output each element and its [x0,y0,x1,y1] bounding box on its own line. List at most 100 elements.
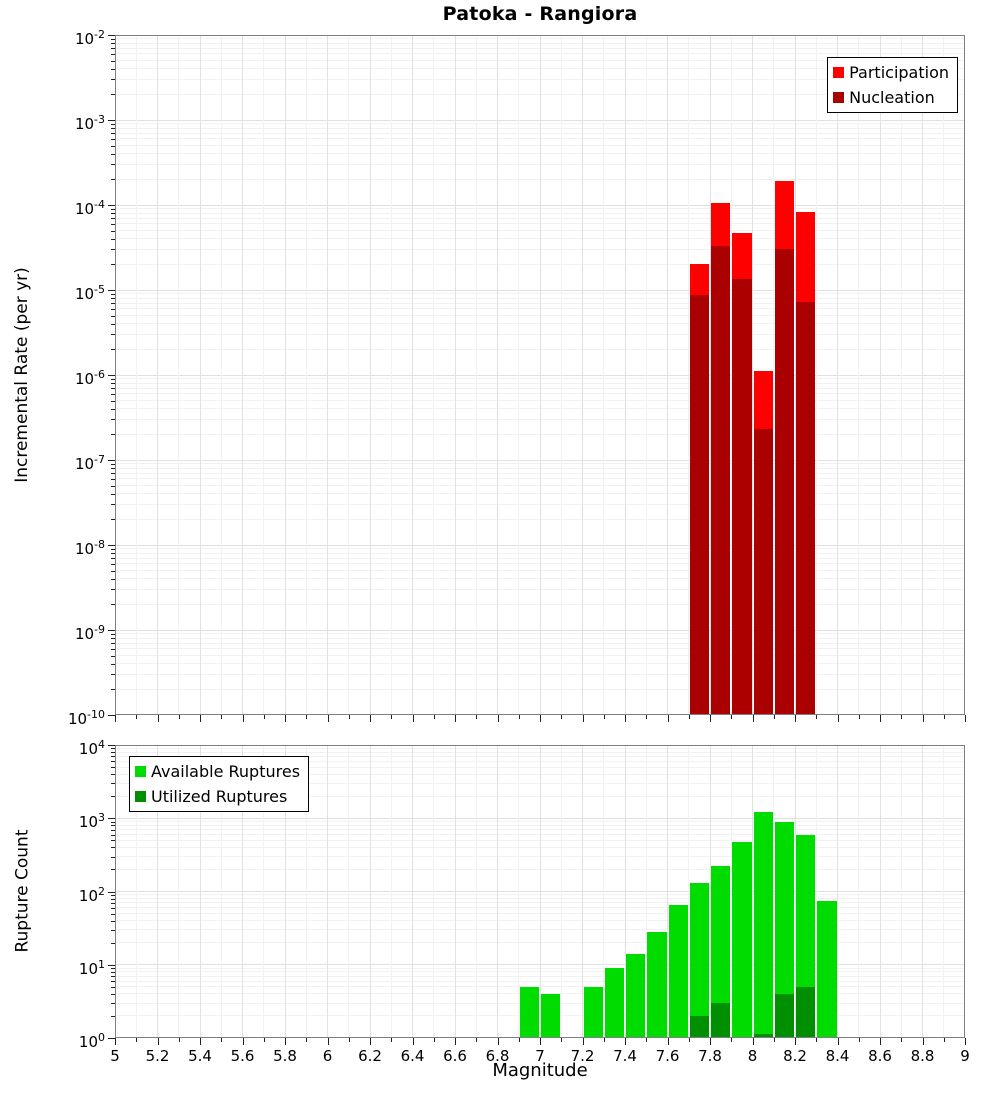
y-tick-label: 10-2 [74,28,105,48]
x-tick-major [752,1038,754,1045]
x-tick-minor [221,1038,223,1042]
y-tick-minor [111,976,115,978]
gridline-minor [858,35,860,715]
gridline-minor [348,745,350,1038]
y-tick-label: 102 [78,884,105,905]
legend-item: Available Ruptures [135,759,300,784]
x-tick-minor [221,715,223,719]
gridline-major [369,35,371,715]
y-tick-minor [111,756,115,758]
y-tick-minor [111,869,115,871]
x-tick-minor [178,1038,180,1042]
y-tick-label: 10-9 [74,623,105,643]
x-tick-major [115,1038,116,1045]
gridline-major [794,35,796,715]
x-tick-major [710,1038,711,1045]
gridline-major [922,745,923,1038]
gridline-minor [773,745,775,1038]
y-tick-minor [111,463,115,465]
gridline-major [199,35,201,715]
y-tick-label: 10-8 [74,538,105,558]
gridline-minor [178,745,180,1038]
y-tick-label: 103 [78,811,105,832]
x-tick-major [327,715,329,722]
x-tick-major [922,715,924,722]
bar-available-ruptures [711,866,731,1038]
x-tick-minor [476,715,478,719]
bar-utilized-ruptures [774,993,794,1038]
gridline-minor [943,35,945,715]
gridline-minor [135,35,137,715]
x-tick-label: 5.2 [145,1047,170,1065]
x-tick-minor [391,1038,393,1042]
y-tick-minor [111,986,115,988]
y-tick-label: 10-7 [74,453,105,473]
x-tick-minor [263,1038,265,1042]
x-tick-major [795,1038,796,1045]
y-tick-minor [111,796,115,798]
y-tick-minor [111,643,115,645]
y-tick-major [108,460,115,461]
legend-item: Participation [833,60,949,85]
gridline-major [497,35,498,715]
legend: Available Ruptures Utilized Ruptures [129,756,310,812]
gridline-major [242,35,243,715]
gridline-major [922,35,923,715]
y-tick-minor [111,761,115,763]
y-tick-minor [111,38,115,40]
y-tick-minor [111,400,115,402]
y-tick-minor [111,767,115,769]
gridline-major [582,35,583,715]
y-tick-major [108,964,115,966]
x-tick-minor [731,1038,733,1042]
y-tick-label: 10-10 [67,708,105,728]
y-tick-major [108,120,115,121]
x-tick-label: 5 [110,1047,120,1065]
y-tick-major [108,745,115,746]
gridline-minor [815,745,817,1038]
y-tick-label: 10-5 [74,283,105,303]
x-tick-minor [263,715,265,719]
y-tick-minor [111,238,115,240]
gridline-minor [220,35,222,715]
bar-available-ruptures [519,986,539,1038]
x-tick-major [200,715,201,722]
x-tick-major [540,715,541,722]
bar-available-ruptures [774,821,794,1038]
gridline-major [582,745,583,1038]
gridline-major [837,745,838,1038]
rupture-count-chart: 5 5.2 5.4 5.6 5.8 6 6.2 6.4 6.6 6.8 7 7.2 7.4 7.6 7.8 8… [79,738,970,1065]
x-tick-major [582,1038,584,1045]
plot-area [115,35,965,715]
x-tick-major [880,715,881,722]
y-tick-minor [111,548,115,550]
y-tick-major [108,290,115,291]
gridline-minor [773,35,775,715]
gridline-major [752,745,753,1038]
bar-available-ruptures [626,954,646,1038]
y-tick-minor [111,570,115,572]
gridline-major [454,745,456,1038]
y-tick-minor [111,218,115,220]
y-tick-minor [111,913,115,915]
y-tick-minor [111,79,115,81]
y-tick-major [108,545,115,546]
y-tick-minor [111,929,115,931]
y-tick-minor [111,323,115,325]
x-tick-minor [603,1038,605,1042]
x-tick-major [497,1038,499,1045]
bar-utilized-ruptures [796,986,816,1038]
y-tick-minor [111,473,115,475]
y-tick-minor [111,478,115,480]
gridline-major [624,35,626,715]
gridline-minor [560,745,562,1038]
bar-utilized-ruptures [753,1034,773,1038]
gridline-major [837,35,838,715]
gridline-minor [858,745,860,1038]
y-tick-minor [111,43,115,45]
gridline-major [412,745,413,1038]
x-tick-major [285,715,286,722]
gridline-minor [645,35,647,715]
y-tick-minor [111,349,115,351]
